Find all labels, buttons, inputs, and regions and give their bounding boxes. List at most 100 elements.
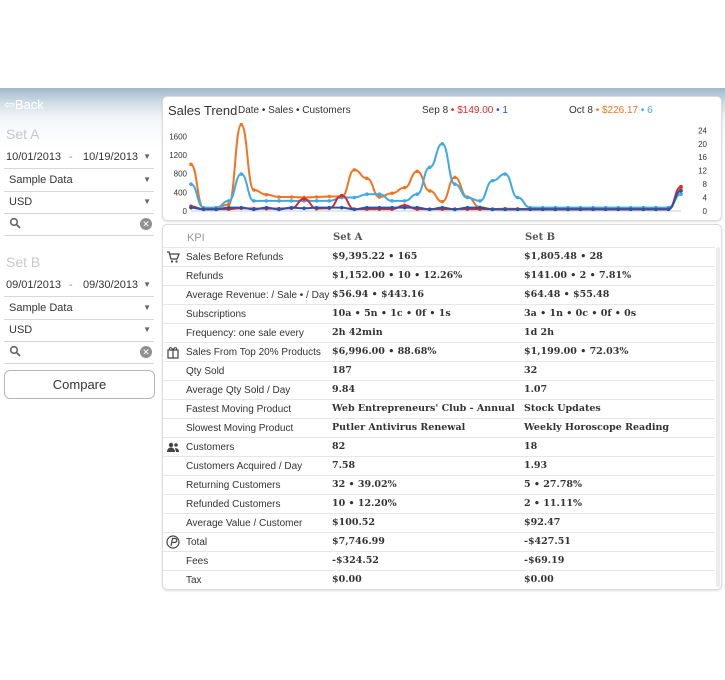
date-separator: -: [69, 279, 73, 291]
set-a-date-from[interactable]: 10/01/2013: [6, 151, 62, 163]
set-a-date-range[interactable]: 10/01/2013 - 10/19/2013 ▼: [4, 147, 154, 169]
set-a-source-value: Sample Data: [9, 174, 73, 186]
set-a-value: $6,996.00 • 88.68%: [332, 346, 437, 357]
table-row: Average Value / Customer $100.52 $92.47: [163, 513, 715, 532]
set-b-value: $1,805.48 • 28: [524, 251, 603, 262]
set-b-value: Stock Updates: [524, 403, 601, 414]
set-b-value: -$427.51: [524, 536, 571, 547]
set-a-value: $100.52: [332, 517, 375, 528]
series-point-0: [226, 202, 231, 207]
series-point-1: [415, 192, 419, 196]
series-point-3: [365, 205, 369, 210]
series-point-3: [578, 207, 583, 212]
set-b-date-range[interactable]: 09/01/2013 - 09/30/2013 ▼: [4, 275, 154, 297]
table-row: Sales From Top 20% Products $6,996.00 • 8…: [163, 342, 715, 361]
series-point-0: [453, 175, 457, 180]
series-point-0: [377, 195, 382, 199]
set-b-source-select[interactable]: Sample Data ▼: [4, 298, 154, 320]
y-right-tick-label: 12: [698, 167, 707, 176]
set-b-date-from[interactable]: 09/01/2013: [6, 279, 62, 291]
chart-subtitle: Date • Sales • Customers: [238, 105, 351, 116]
series-point-3: [440, 205, 445, 210]
series-point-3: [666, 207, 671, 212]
search-icon: [9, 217, 21, 229]
set-b-search-input[interactable]: ✕: [4, 342, 154, 364]
set-a-value: 187: [332, 365, 352, 376]
series-point-1: [679, 192, 683, 196]
series-point-1: [365, 192, 369, 196]
set-a-currency-select[interactable]: USD ▼: [4, 192, 154, 214]
app-window: ⇦Back Set A 10/01/2013 - 10/19/2013 ▼ Sa…: [0, 88, 725, 590]
set-b-value: 2 • 11.11%: [524, 498, 583, 509]
y-left-tick-label: 1600: [169, 132, 187, 141]
set-a-date-to[interactable]: 10/19/2013: [83, 151, 139, 163]
kpi-label: Average Revenue: / Sale • / Day: [186, 290, 330, 301]
series-point-3: [252, 207, 256, 212]
set-b-value: 18: [524, 441, 538, 452]
series-point-3: [226, 205, 231, 210]
series-point-0: [289, 195, 294, 199]
series-point-3: [352, 207, 357, 212]
series-point-1: [226, 199, 231, 203]
set-b-value: $1,199.00 • 72.03%: [524, 346, 629, 357]
chevron-down-icon: ▼: [143, 325, 151, 334]
series-point-3: [591, 207, 595, 212]
table-row: Fees -$324.52 -$69.19: [163, 551, 715, 570]
series-point-3: [540, 207, 545, 212]
series-point-3: [415, 205, 419, 210]
series-point-1: [252, 199, 256, 203]
y-right-tick-label: 20: [698, 140, 707, 149]
paypal-icon: [166, 535, 180, 549]
chevron-down-icon[interactable]: ▼: [143, 152, 151, 161]
series-point-1: [427, 165, 432, 170]
table-row: Fastest Moving Product Web Entrepreneurs'…: [163, 399, 715, 418]
series-point-0: [239, 122, 244, 127]
series-point-3: [189, 205, 193, 210]
series-point-3: [515, 207, 520, 212]
series-point-3: [628, 207, 633, 212]
series-point-3: [302, 206, 306, 211]
kpi-label: Refunds: [186, 271, 224, 282]
set-a-value: 9.84: [332, 384, 356, 395]
series-point-0: [264, 192, 269, 197]
set-a-value: $0.00: [332, 574, 362, 585]
series-point-1: [289, 199, 294, 203]
series-point-3: [503, 207, 507, 212]
series-point-3: [264, 205, 269, 210]
legend-set-b-sales: • $149.00: [450, 105, 494, 116]
compare-button[interactable]: Compare: [4, 370, 155, 399]
y-right-tick-label: 4: [703, 194, 708, 203]
set-b-value: Weekly Horoscope Reading: [524, 422, 670, 433]
set-b-date-to[interactable]: 09/30/2013: [83, 279, 139, 291]
table-row: Customers Acquired / Day 7.58 1.93: [163, 456, 715, 475]
set-a-value: Putler Antivirus Renewal: [332, 422, 466, 433]
set-a-value: 10 • 12.20%: [332, 498, 397, 509]
date-separator: -: [69, 151, 73, 163]
y-right-tick-label: 0: [703, 207, 708, 216]
clear-icon[interactable]: ✕: [140, 346, 152, 358]
series-point-3: [377, 205, 382, 210]
clear-icon[interactable]: ✕: [140, 218, 152, 230]
y-right-tick-label: 8: [703, 180, 708, 189]
kpi-label: Sales Before Refunds: [186, 252, 284, 263]
vertical-scrollbar[interactable]: [716, 247, 720, 587]
set-b-value: $141.00 • 2 • 7.81%: [524, 270, 632, 281]
set-a-source-select[interactable]: Sample Data ▼: [4, 170, 154, 192]
kpi-label: Slowest Moving Product: [186, 423, 294, 434]
back-arrow-icon: ⇦: [4, 97, 15, 112]
legend-set-a-sales: • $226.17: [595, 105, 639, 116]
series-line-0: [190, 123, 682, 211]
series-point-0: [252, 188, 256, 192]
series-point-3: [679, 189, 683, 193]
set-a-search-input[interactable]: ✕: [4, 214, 154, 236]
back-button[interactable]: ⇦Back: [4, 97, 44, 113]
series-point-0: [427, 189, 432, 193]
series-point-3: [339, 205, 344, 210]
chevron-down-icon[interactable]: ▼: [143, 280, 151, 289]
table-row: Total $7,746.99 -$427.51: [163, 532, 715, 551]
set-a-value: 10a • 5n • 1c • 0f • 1s: [332, 308, 451, 319]
chevron-down-icon: ▼: [143, 175, 151, 184]
header-set-b: Set B: [525, 232, 556, 243]
kpi-label: Average Value / Customer: [186, 518, 303, 529]
set-b-currency-select[interactable]: USD ▼: [4, 320, 154, 342]
